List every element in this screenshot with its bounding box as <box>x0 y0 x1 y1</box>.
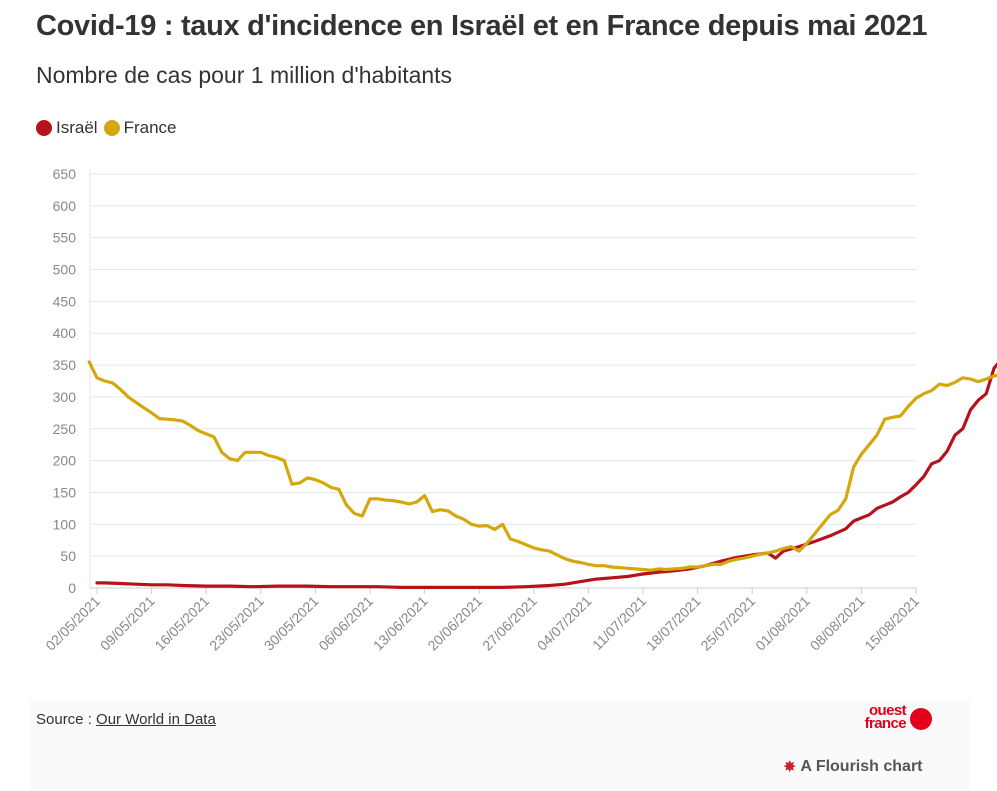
legend-swatch-france <box>103 120 120 136</box>
y-tick-label-150: 150 <box>53 484 77 500</box>
y-tick-label-400: 400 <box>53 325 77 341</box>
logo-text-line1: ouest <box>868 702 907 719</box>
source-link[interactable]: Our World in Data <box>96 711 216 728</box>
x-tick-label-3: 23/05/2021 <box>206 593 267 654</box>
y-tick-label-500: 500 <box>53 262 77 278</box>
flourish-credit[interactable]: ✸ A Flourish chart <box>783 757 923 777</box>
y-tick-label-650: 650 <box>53 166 77 182</box>
y-tick-label-200: 200 <box>53 453 77 469</box>
x-tick-label-13: 01/08/2021 <box>752 593 813 654</box>
x-tick-label-9: 04/07/2021 <box>534 593 595 654</box>
source-credit: Source : Our World in Data <box>36 711 216 728</box>
chart-legend: Israël France <box>36 118 183 138</box>
legend-label-israel: Israël <box>56 118 98 137</box>
x-tick-label-10: 11/07/2021 <box>589 593 649 653</box>
logo-text: ouest france <box>850 702 907 732</box>
series-line-israel <box>95 362 997 589</box>
y-tick-label-550: 550 <box>53 230 77 246</box>
x-tick-label-6: 13/06/2021 <box>370 593 431 654</box>
x-tick-label-7: 20/06/2021 <box>424 593 485 654</box>
y-tick-label-300: 300 <box>53 389 77 405</box>
x-tick-label-5: 06/06/2021 <box>315 593 376 654</box>
legend-item-israel[interactable]: Israël <box>36 118 98 138</box>
x-tick-label-1: 09/05/2021 <box>97 593 158 654</box>
y-tick-label-0: 0 <box>68 580 76 596</box>
y-tick-label-100: 100 <box>53 516 77 532</box>
x-tick-label-12: 25/07/2021 <box>697 593 758 654</box>
line-chart: 0 50 100 150 200 250 300 350 400 450 500 550 600 650 0… <box>42 166 997 654</box>
flourish-credit-text: A Flourish chart <box>800 758 923 775</box>
legend-label-france: France <box>123 118 177 137</box>
x-tick-label-11: 18/07/2021 <box>643 593 704 654</box>
logo-text-line2: france <box>864 715 907 732</box>
series-line-france <box>87 360 997 572</box>
y-tick-label-450: 450 <box>53 293 77 309</box>
ouest-france-logo: ouest france <box>850 702 936 736</box>
y-tick-label-600: 600 <box>53 198 77 214</box>
chart-title: Covid-19 : taux d'incidence en Israël et… <box>36 10 928 42</box>
x-tick-label-0: 02/05/2021 <box>42 593 103 654</box>
logo-circle-icon <box>910 708 932 730</box>
legend-swatch-israel <box>36 120 52 136</box>
chart-subtitle: Nombre de cas pour 1 million d'habitants <box>36 62 453 88</box>
x-tick-label-4: 30/05/2021 <box>261 593 322 654</box>
x-tick-label-15: 15/08/2021 <box>861 593 922 654</box>
source-prefix: Source : <box>36 711 97 728</box>
legend-item-france[interactable]: France <box>103 118 177 138</box>
y-tick-label-350: 350 <box>53 357 77 373</box>
x-tick-label-8: 27/06/2021 <box>479 593 540 654</box>
flourish-star-icon: ✸ <box>783 759 797 776</box>
y-tick-label-250: 250 <box>53 421 77 437</box>
x-tick-label-2: 16/05/2021 <box>151 593 212 654</box>
y-tick-label-50: 50 <box>60 548 76 564</box>
x-tick-label-14: 08/08/2021 <box>807 593 868 654</box>
footer-background <box>30 700 970 791</box>
